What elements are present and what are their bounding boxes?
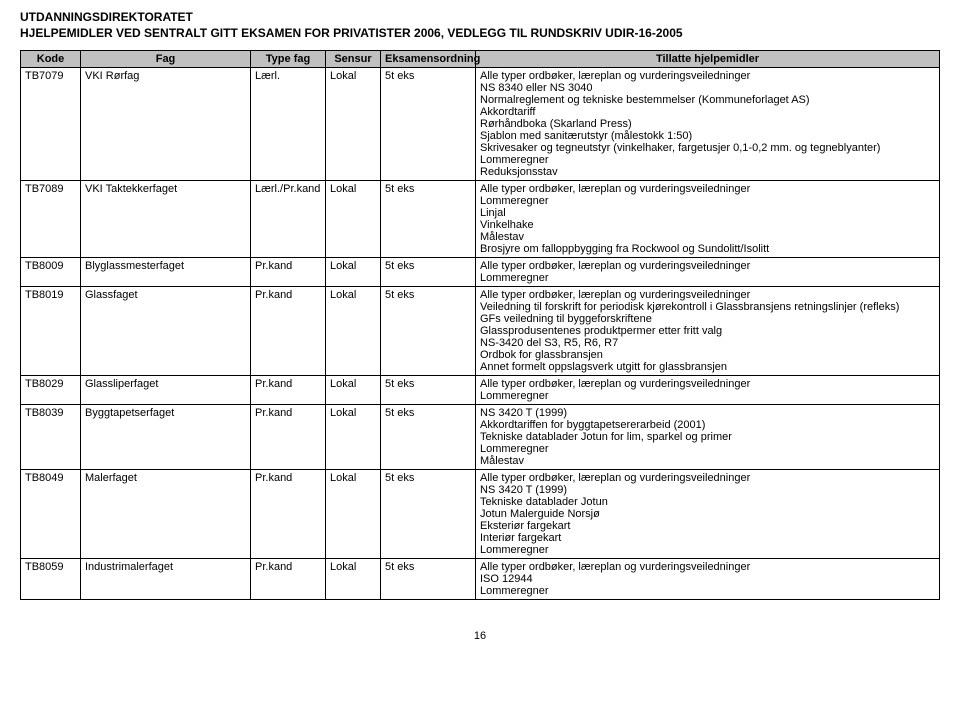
cell-eks: 5t eks: [381, 287, 476, 376]
cell-type: Pr.kand: [251, 559, 326, 600]
col-eks: Eksamensordning: [381, 51, 476, 68]
cell-fag: Glassliperfaget: [81, 376, 251, 405]
cell-eks: 5t eks: [381, 376, 476, 405]
cell-type: Lærl.: [251, 68, 326, 181]
col-hjelp: Tillatte hjelpemidler: [476, 51, 940, 68]
col-fag: Fag: [81, 51, 251, 68]
page-number: 16: [20, 630, 940, 642]
cell-sensur: Lokal: [326, 376, 381, 405]
cell-eks: 5t eks: [381, 559, 476, 600]
cell-hjelp: Alle typer ordbøker, læreplan og vurderi…: [476, 258, 940, 287]
cell-kode: TB8059: [21, 559, 81, 600]
cell-fag: Byggtapetserfaget: [81, 405, 251, 470]
cell-hjelp: Alle typer ordbøker, læreplan og vurderi…: [476, 376, 940, 405]
table-row: TB8019GlassfagetPr.kandLokal5t eksAlle t…: [21, 287, 940, 376]
table-row: TB8059IndustrimalerfagetPr.kandLokal5t e…: [21, 559, 940, 600]
cell-type: Pr.kand: [251, 258, 326, 287]
cell-eks: 5t eks: [381, 258, 476, 287]
cell-sensur: Lokal: [326, 470, 381, 559]
cell-sensur: Lokal: [326, 405, 381, 470]
cell-type: Pr.kand: [251, 470, 326, 559]
cell-eks: 5t eks: [381, 181, 476, 258]
cell-fag: Blyglassmesterfaget: [81, 258, 251, 287]
cell-eks: 5t eks: [381, 68, 476, 181]
col-type: Type fag: [251, 51, 326, 68]
cell-hjelp: NS 3420 T (1999)Akkordtariffen for byggt…: [476, 405, 940, 470]
table-row: TB7089VKI TaktekkerfagetLærl./Pr.kandLok…: [21, 181, 940, 258]
col-kode: Kode: [21, 51, 81, 68]
cell-fag: Industrimalerfaget: [81, 559, 251, 600]
cell-fag: Malerfaget: [81, 470, 251, 559]
cell-type: Lærl./Pr.kand: [251, 181, 326, 258]
cell-kode: TB8039: [21, 405, 81, 470]
cell-kode: TB8009: [21, 258, 81, 287]
cell-kode: TB8019: [21, 287, 81, 376]
cell-kode: TB8029: [21, 376, 81, 405]
table-row: TB8029GlassliperfagetPr.kandLokal5t eks …: [21, 376, 940, 405]
cell-fag: VKI Rørfag: [81, 68, 251, 181]
cell-kode: TB8049: [21, 470, 81, 559]
cell-hjelp: Alle typer ordbøker, læreplan og vurderi…: [476, 181, 940, 258]
cell-hjelp: Alle typer ordbøker, læreplan og vurderi…: [476, 559, 940, 600]
cell-type: Pr.kand: [251, 405, 326, 470]
cell-fag: Glassfaget: [81, 287, 251, 376]
col-sensur: Sensur: [326, 51, 381, 68]
cell-hjelp: Alle typer ordbøker, læreplan og vurderi…: [476, 287, 940, 376]
cell-kode: TB7079: [21, 68, 81, 181]
cell-type: Pr.kand: [251, 376, 326, 405]
cell-eks: 5t eks: [381, 470, 476, 559]
header-line-1: UTDANNINGSDIREKTORATET: [20, 10, 940, 24]
table-header-row: Kode Fag Type fag Sensur Eksamensordning…: [21, 51, 940, 68]
page: UTDANNINGSDIREKTORATET HJELPEMIDLER VED …: [0, 0, 960, 724]
cell-type: Pr.kand: [251, 287, 326, 376]
table-body: TB7079VKI RørfagLærl.Lokal5t eksAlle typ…: [21, 68, 940, 600]
cell-sensur: Lokal: [326, 181, 381, 258]
table-row: TB8049MalerfagetPr.kandLokal5t eksAlle t…: [21, 470, 940, 559]
cell-kode: TB7089: [21, 181, 81, 258]
table-row: TB8039ByggtapetserfagetPr.kandLokal5t ek…: [21, 405, 940, 470]
cell-fag: VKI Taktekkerfaget: [81, 181, 251, 258]
cell-hjelp: Alle typer ordbøker, læreplan og vurderi…: [476, 470, 940, 559]
cell-sensur: Lokal: [326, 287, 381, 376]
header-line-2: HJELPEMIDLER VED SENTRALT GITT EKSAMEN F…: [20, 26, 940, 40]
table-row: TB8009BlyglassmesterfagetPr.kandLokal5t …: [21, 258, 940, 287]
cell-hjelp: Alle typer ordbøker, læreplan og vurderi…: [476, 68, 940, 181]
cell-sensur: Lokal: [326, 258, 381, 287]
cell-sensur: Lokal: [326, 68, 381, 181]
cell-sensur: Lokal: [326, 559, 381, 600]
table-row: TB7079VKI RørfagLærl.Lokal5t eksAlle typ…: [21, 68, 940, 181]
cell-eks: 5t eks: [381, 405, 476, 470]
data-table: Kode Fag Type fag Sensur Eksamensordning…: [20, 50, 940, 600]
